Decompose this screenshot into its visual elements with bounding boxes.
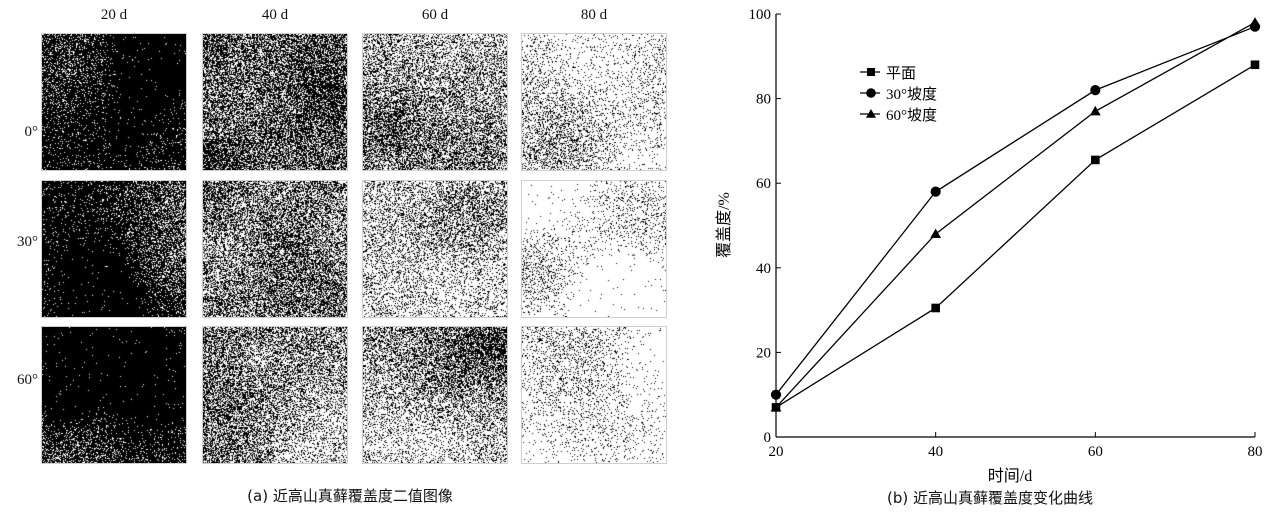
caption-a: (a) 近高山真藓覆盖度二值图像 <box>247 487 453 505</box>
y-tick-label: 20 <box>756 345 771 361</box>
coverage-chart-panel: 20 40 60 80 0 20 40 60 80 100 平面 30°坡度 60°坡度 时间/d 覆… <box>700 0 1270 512</box>
data-point-series-0 <box>1250 60 1260 70</box>
binary-tile-60deg-80d <box>521 326 667 464</box>
data-point-series-0 <box>931 303 940 313</box>
column-label-80d: 80 d <box>580 7 608 23</box>
y-axis-label: 覆盖度/% <box>715 192 733 258</box>
legend-label: 60°坡度 <box>886 107 937 124</box>
row-label-60deg: 60° <box>17 372 38 388</box>
series-line-0 <box>775 64 1256 408</box>
binary-tile-0deg-40d <box>202 33 348 171</box>
binary-tile-60deg-60d <box>362 326 508 464</box>
legend-marker-triangle <box>866 109 876 118</box>
data-point-series-1 <box>1090 85 1101 96</box>
row-label-30deg: 30° <box>17 234 38 250</box>
y-tick-label: 80 <box>756 92 771 108</box>
series-line-1 <box>775 26 1256 396</box>
data-point-series-1 <box>930 186 941 197</box>
binary-tile-0deg-60d <box>362 33 508 171</box>
data-point-series-2 <box>1249 17 1261 27</box>
binary-tile-60deg-20d <box>41 326 187 464</box>
data-point-series-2 <box>930 228 942 238</box>
series-line-2 <box>775 21 1256 408</box>
x-tick-label: 60 <box>1088 444 1103 460</box>
x-tick-label: 40 <box>928 444 943 460</box>
binary-tile-0deg-20d <box>41 33 187 171</box>
legend-label: 30°坡度 <box>886 86 937 103</box>
x-tick-label: 80 <box>1248 444 1263 460</box>
caption-b: (b) 近高山真藓覆盖度变化曲线 <box>887 489 1093 507</box>
binary-tile-30deg-20d <box>41 180 187 318</box>
y-tick-label: 0 <box>764 430 772 446</box>
legend-label: 平面 <box>886 66 916 82</box>
y-tick-label: 60 <box>756 176 771 192</box>
column-label-20d: 20 d <box>100 7 128 23</box>
binary-tile-60deg-40d <box>202 326 348 464</box>
column-label-40d: 40 d <box>261 7 289 23</box>
binary-tile-30deg-80d <box>521 180 667 318</box>
legend-marker-square <box>867 68 875 76</box>
data-point-series-2 <box>1089 105 1101 116</box>
data-point-series-1 <box>770 389 782 400</box>
y-tick-label: 100 <box>749 7 772 23</box>
row-label-0deg: 0° <box>24 124 39 140</box>
legend-marker-circle <box>866 88 876 98</box>
x-axis-label: 时间/d <box>988 467 1032 485</box>
column-label-60d: 60 d <box>421 7 449 23</box>
binary-tile-0deg-80d <box>521 33 667 171</box>
chart-axes <box>775 14 1255 438</box>
x-tick-label: 20 <box>769 444 784 460</box>
binary-image-panel: 20 d 40 d 60 d 80 d 0° 30° 60° (a) 近高山真藓… <box>17 7 667 505</box>
data-point-series-2 <box>770 402 782 412</box>
binary-tile-30deg-40d <box>202 180 348 318</box>
y-tick-label: 40 <box>756 261 771 277</box>
binary-tile-30deg-60d <box>362 180 508 318</box>
data-point-series-0 <box>1091 155 1100 165</box>
